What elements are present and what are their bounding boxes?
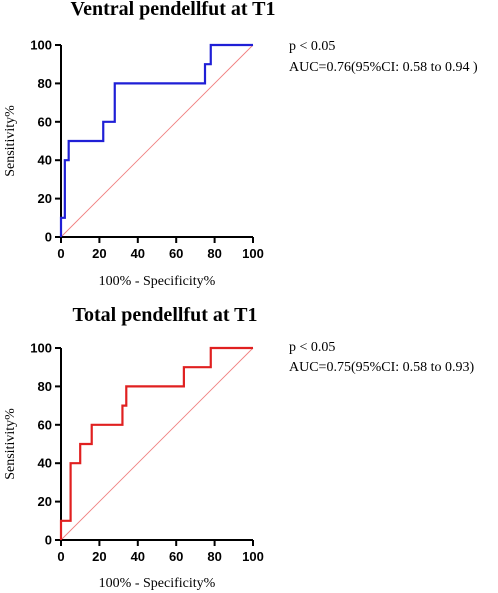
x-tick-label: 100 <box>242 246 264 261</box>
x-tick-label: 40 <box>131 246 145 261</box>
x-axis-label: 100% - Specificity% <box>99 576 216 591</box>
x-tick-label: 20 <box>92 549 106 564</box>
x-tick-label: 40 <box>131 549 145 564</box>
reference-diagonal-line <box>60 44 254 238</box>
p-value-annotation: p < 0.05 <box>289 340 335 355</box>
y-tick-label: 0 <box>45 230 52 245</box>
plot-area: 0 20 40 60 80 100 0 20 40 60 80 100 <box>30 38 264 262</box>
y-tick-label: 100 <box>30 38 52 53</box>
y-tick-label: 20 <box>38 494 52 509</box>
auc-annotation: AUC=0.76(95%CI: 0.58 to 0.94 ) <box>289 60 478 75</box>
y-tick-label: 60 <box>38 417 52 432</box>
y-tick-label: 60 <box>38 114 52 129</box>
y-tick-label: 0 <box>45 533 52 548</box>
x-tick-label: 80 <box>207 549 221 564</box>
x-tick-label: 60 <box>169 549 183 564</box>
reference-diagonal-line <box>60 347 254 541</box>
p-value-annotation: p < 0.05 <box>289 39 335 54</box>
y-axis-label: Sensitivity% <box>3 408 18 480</box>
x-tick-label: 80 <box>207 246 221 261</box>
chart-title: Total pendellfut at T1 <box>72 304 257 326</box>
chart-title: Ventral pendellfut at T1 <box>70 0 275 20</box>
x-tick-label: 60 <box>169 246 183 261</box>
y-tick-label: 40 <box>38 456 52 471</box>
roc-curve-line <box>59 346 253 540</box>
x-tick-label: 100 <box>242 549 264 564</box>
roc-chart-ventral: Ventral pendellfut at T1 p < 0.05 AUC=0.… <box>3 0 478 289</box>
y-tick-label: 40 <box>38 153 52 168</box>
roc-curve-line <box>59 43 253 237</box>
y-tick-label: 100 <box>30 341 52 356</box>
x-tick-label: 0 <box>57 549 64 564</box>
x-axis-label: 100% - Specificity% <box>99 274 216 289</box>
x-tick-label: 0 <box>57 246 64 261</box>
y-tick-label: 20 <box>38 191 52 206</box>
plot-area: 0 20 40 60 80 100 0 20 40 60 80 100 <box>30 341 264 565</box>
y-tick-label: 80 <box>38 76 52 91</box>
y-tick-label: 80 <box>38 379 52 394</box>
roc-chart-total: Total pendellfut at T1 p < 0.05 AUC=0.75… <box>3 304 475 591</box>
y-axis-label: Sensitivity% <box>3 105 18 177</box>
x-tick-label: 20 <box>92 246 106 261</box>
auc-annotation: AUC=0.75(95%CI: 0.58 to 0.93) <box>289 360 475 375</box>
